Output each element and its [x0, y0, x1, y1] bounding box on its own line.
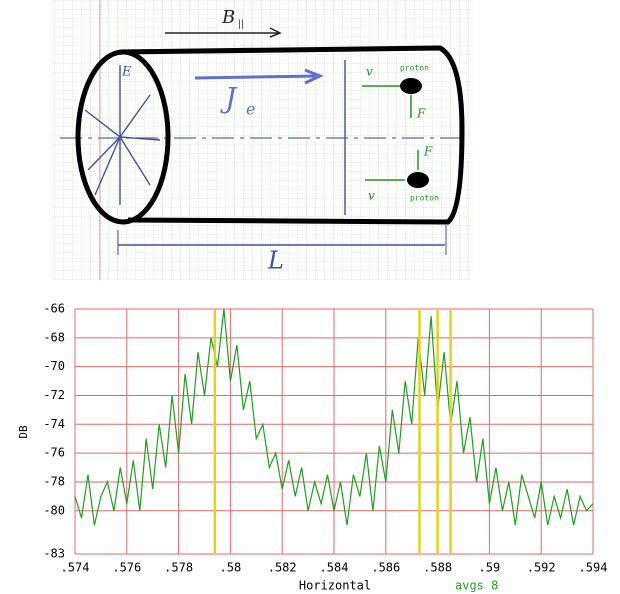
- y-tick-label: -74: [43, 417, 65, 431]
- y-tick-label: -70: [43, 359, 65, 373]
- x-tick-label: .586: [371, 561, 400, 575]
- force-bottom-label: F: [423, 145, 433, 159]
- x-axis-label: Horizontal: [299, 579, 371, 593]
- y-tick-label: -66: [43, 302, 65, 316]
- y-tick-label: -68: [43, 330, 65, 344]
- y-tick-label: -80: [43, 503, 65, 517]
- x-tick-label: .592: [527, 561, 556, 575]
- x-tick-label: .588: [423, 561, 452, 575]
- velocity-bottom-label: v: [368, 189, 375, 203]
- y-tick-label: -83: [43, 547, 65, 561]
- force-top-label: F: [416, 107, 426, 121]
- x-tick-label: .594: [579, 561, 608, 575]
- x-tick-label: .584: [320, 561, 349, 575]
- chart: DB Horizontal avgs 8 -66 -68 -70 -72 -74 -76 -…: [0, 285, 620, 594]
- x-tick-label: .574: [61, 561, 90, 575]
- y-axis-label: DB: [17, 425, 30, 439]
- x-tick-label: .578: [164, 561, 193, 575]
- y-tick-label: -78: [43, 474, 65, 488]
- y-tick-label: -72: [43, 388, 65, 402]
- proton-top-label: proton: [400, 64, 429, 73]
- current-subscript: e: [246, 100, 255, 119]
- proton-bottom-label: proton: [410, 194, 439, 203]
- proton-top: [400, 78, 422, 94]
- x-tick-label: .582: [268, 561, 297, 575]
- y-tick-label: -76: [43, 446, 65, 460]
- x-tick-label: .576: [112, 561, 141, 575]
- annotation: avgs 8: [455, 579, 498, 593]
- diagram: B || E J e proton proton F F v v L: [0, 0, 620, 285]
- current-arrow: [195, 76, 318, 78]
- length-label: L: [267, 247, 284, 275]
- proton-bottom: [407, 172, 429, 188]
- x-tick-label: .59: [479, 561, 501, 575]
- b-label: B: [221, 7, 235, 28]
- graph-paper: [52, 0, 470, 280]
- b-subscript: ||: [238, 20, 244, 30]
- e-label: E: [121, 65, 132, 80]
- page: {"diagram": {"b_field": "B", "b_sub": "|…: [0, 0, 620, 594]
- x-tick-label: .58: [220, 561, 242, 575]
- velocity-top-label: v: [366, 65, 373, 79]
